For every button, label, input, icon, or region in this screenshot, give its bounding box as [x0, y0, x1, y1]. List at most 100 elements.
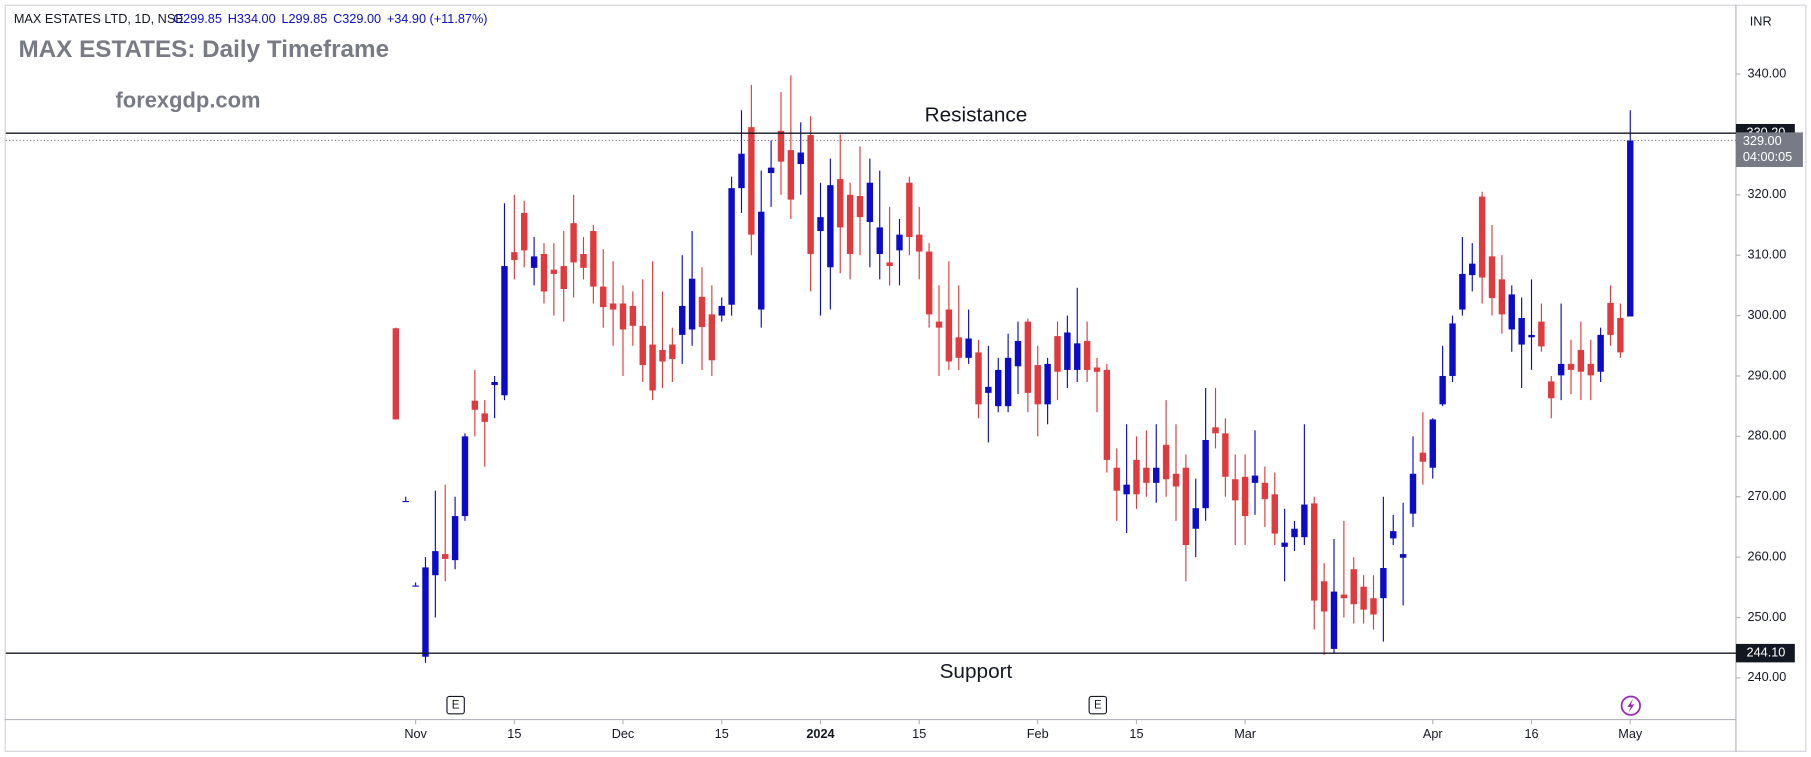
candle-body [1261, 482, 1269, 500]
candle-body [1251, 475, 1259, 483]
x-tick-label: 15 [507, 727, 521, 741]
candle-body [481, 413, 488, 422]
candle-body [392, 328, 400, 420]
candle-body [1449, 323, 1456, 376]
candle-body [1133, 459, 1140, 495]
candle-body [1518, 317, 1525, 345]
candle-body [491, 382, 498, 386]
countdown: 04:00:05 [1743, 150, 1792, 164]
candle-body [896, 234, 903, 251]
y-tick-label: 320.00 [1747, 187, 1786, 201]
candle-body [718, 305, 725, 316]
candle-body [609, 303, 617, 310]
candle-body [1340, 594, 1348, 599]
candle-body [1162, 444, 1170, 480]
candle-body [925, 251, 933, 315]
candle-body [807, 135, 814, 254]
candle-body [1143, 467, 1150, 483]
candle-body [1202, 439, 1209, 509]
event-label: E [452, 700, 460, 712]
candle-body [1054, 336, 1061, 372]
level-tag [1735, 643, 1795, 663]
candle-body [442, 554, 449, 559]
last-price-label: 329.00 [1743, 134, 1782, 148]
candle-body [629, 305, 637, 326]
event-box [446, 695, 465, 715]
candle-body [1567, 363, 1575, 370]
candle-body [767, 167, 775, 174]
candle-body [432, 551, 439, 576]
candle-body [748, 127, 755, 235]
candle-body [590, 231, 597, 287]
x-tick-label: Mar [1234, 727, 1257, 741]
y-tick-label: 290.00 [1747, 368, 1786, 382]
candle-body [501, 266, 508, 396]
candle-body [1409, 473, 1417, 514]
x-tick-label: Feb [1027, 727, 1049, 741]
x-tick-label: Nov [404, 727, 427, 741]
y-tick-label: 240.00 [1747, 670, 1786, 684]
candle-body [451, 516, 459, 561]
ohlc-value: C329.00 [333, 12, 381, 26]
candle-body [916, 234, 923, 252]
candle-body [1172, 473, 1180, 487]
candle-body [1557, 363, 1565, 376]
candle-body [866, 182, 874, 222]
y-tick-label: 260.00 [1747, 549, 1786, 563]
candle-body [1182, 467, 1190, 546]
candle-body [1587, 363, 1594, 376]
candle-body [1488, 256, 1496, 299]
ohlc-value: H334.00 [228, 12, 276, 26]
candle-body [728, 188, 735, 305]
last-price-tag [1735, 132, 1803, 168]
y-tick-label: 250.00 [1747, 610, 1786, 624]
candle-body [1083, 340, 1091, 370]
x-tick-label: 15 [715, 727, 729, 741]
candle-body [1153, 467, 1160, 483]
candle-body [1478, 196, 1486, 278]
candle-body [1607, 302, 1614, 335]
symbol-header: MAX ESTATES LTD, 1D, NSE [14, 12, 184, 26]
candle-body [1192, 508, 1199, 529]
ohlc-value: +34.90 (+11.87%) [387, 12, 488, 26]
candle-body [787, 150, 795, 200]
candle-body [797, 152, 804, 165]
candle-body [560, 266, 567, 290]
chart-title: MAX ESTATES: Daily Timeframe [18, 36, 389, 63]
candle-body [1301, 504, 1308, 538]
x-tick-label: 2024 [806, 727, 834, 741]
ohlc-value: O299.85 [173, 12, 222, 26]
event-marker[interactable]: E [446, 695, 465, 715]
candle-body [1064, 332, 1071, 370]
candle-body [679, 305, 686, 335]
event-marker[interactable]: E [1088, 695, 1108, 715]
candle-body [906, 182, 913, 238]
candle-body [1123, 484, 1130, 495]
y-tick-label: 270.00 [1747, 489, 1786, 503]
candle-body [1627, 140, 1634, 317]
candle-body [639, 325, 646, 366]
candle-body [669, 344, 676, 360]
candle-body [758, 211, 765, 310]
candle-body [619, 303, 627, 330]
candle-body [985, 386, 992, 393]
candle-body [1330, 591, 1338, 649]
watermark: forexgdp.com [115, 87, 260, 112]
currency: INR [1750, 14, 1772, 28]
candle-body [1004, 357, 1012, 407]
candle-body [837, 179, 844, 228]
candle-body [1113, 467, 1120, 491]
candle-body [521, 212, 528, 251]
x-tick-label: 15 [912, 727, 926, 741]
x-tick-label: May [1618, 727, 1643, 741]
dividend-icon[interactable] [1620, 695, 1641, 716]
candle-body [1459, 273, 1466, 310]
candle-body [471, 400, 479, 410]
level-name: Resistance [925, 103, 1028, 126]
candle-body [708, 314, 716, 361]
candle-body [688, 278, 696, 330]
candle-body [1311, 503, 1318, 601]
candle-body [422, 567, 429, 657]
candle-body [975, 352, 982, 405]
